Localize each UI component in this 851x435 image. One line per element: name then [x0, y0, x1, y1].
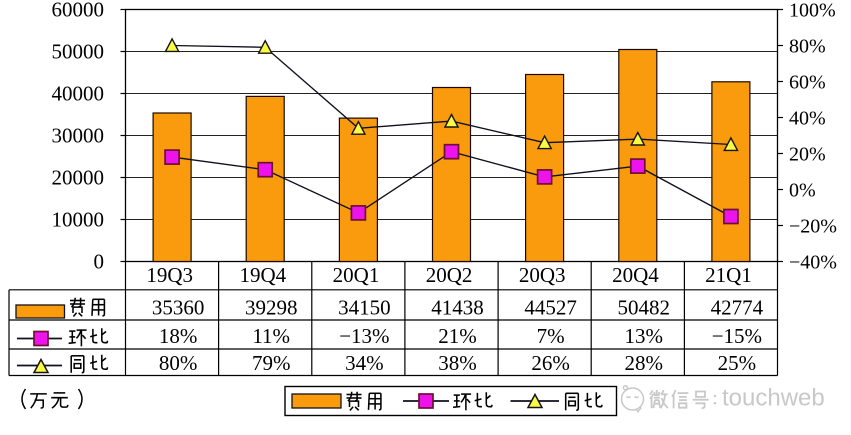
svg-text:80%: 80% — [789, 35, 826, 57]
svg-text:−20%: −20% — [789, 215, 837, 237]
svg-text:41438: 41438 — [431, 296, 484, 320]
svg-text:28%: 28% — [625, 351, 664, 375]
svg-text:60%: 60% — [789, 71, 826, 93]
svg-text:20%: 20% — [789, 143, 826, 165]
svg-text:80%: 80% — [159, 351, 198, 375]
svg-text:50482: 50482 — [618, 296, 671, 320]
svg-text:−40%: −40% — [789, 251, 837, 273]
svg-text:21Q1: 21Q1 — [705, 263, 752, 287]
svg-text:30000: 30000 — [52, 124, 105, 148]
svg-text:35360: 35360 — [152, 296, 205, 320]
svg-text:20Q1: 20Q1 — [333, 263, 380, 287]
svg-text:79%: 79% — [252, 351, 291, 375]
svg-text:39298: 39298 — [245, 296, 298, 320]
svg-text:7%: 7% — [537, 324, 565, 348]
svg-text:26%: 26% — [531, 351, 570, 375]
svg-text:50000: 50000 — [52, 40, 105, 64]
svg-text:10000: 10000 — [52, 208, 105, 232]
svg-text:20000: 20000 — [52, 166, 105, 190]
svg-text::: : — [712, 386, 718, 410]
svg-text:19Q4: 19Q4 — [239, 263, 286, 287]
svg-text:38%: 38% — [438, 351, 477, 375]
svg-text:20Q3: 20Q3 — [519, 263, 566, 287]
svg-text:42774: 42774 — [711, 296, 764, 320]
svg-text:−13%: −13% — [339, 324, 389, 348]
svg-text:18%: 18% — [159, 324, 198, 348]
svg-text:0%: 0% — [789, 179, 816, 201]
svg-text:34150: 34150 — [338, 296, 391, 320]
svg-text:44527: 44527 — [524, 296, 577, 320]
svg-text:60000: 60000 — [52, 0, 105, 22]
svg-text:0: 0 — [94, 250, 105, 274]
svg-text:40%: 40% — [789, 107, 826, 129]
svg-text:13%: 13% — [625, 324, 664, 348]
svg-text:34%: 34% — [345, 351, 384, 375]
svg-text:21%: 21% — [438, 324, 477, 348]
svg-text:19Q3: 19Q3 — [146, 263, 193, 287]
svg-text:−15%: −15% — [712, 324, 762, 348]
svg-text:20Q4: 20Q4 — [612, 263, 659, 287]
svg-text:25%: 25% — [718, 351, 757, 375]
svg-text:100%: 100% — [789, 0, 836, 21]
svg-text:touchweb: touchweb — [722, 385, 825, 412]
svg-text:20Q2: 20Q2 — [426, 263, 473, 287]
svg-text:40000: 40000 — [52, 82, 105, 106]
svg-text:11%: 11% — [252, 324, 290, 348]
